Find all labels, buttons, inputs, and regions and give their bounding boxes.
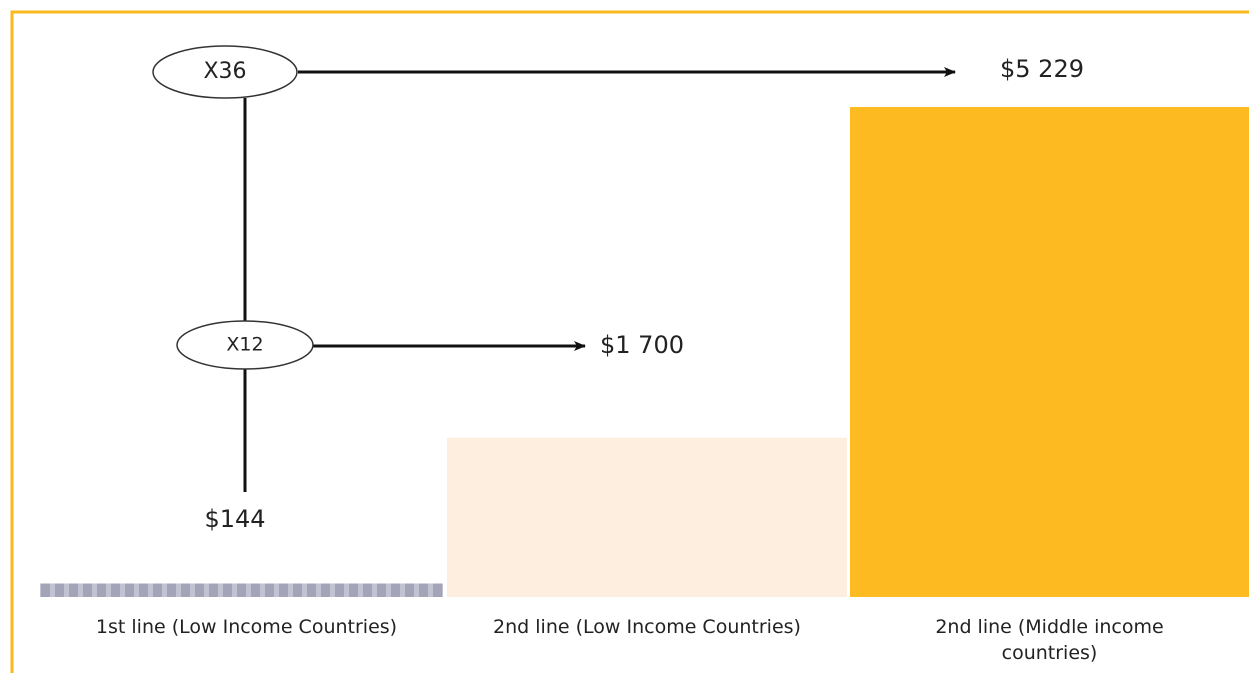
bar xyxy=(850,107,1249,597)
multiplier-ellipse xyxy=(152,45,298,99)
category-label: 2nd line (Middle income countries) xyxy=(935,616,1164,664)
multiplier-ellipse xyxy=(176,320,314,370)
value-label: $144 xyxy=(204,505,265,533)
multiplier-label: X12 xyxy=(226,334,263,356)
category-label: 1st line (Low Income Countries) xyxy=(95,616,398,638)
bar xyxy=(447,437,847,597)
category-label: 2nd line (Low Income Countries) xyxy=(493,616,801,638)
value-label: $5 229 xyxy=(1000,55,1084,83)
value-label: $1 700 xyxy=(600,331,684,359)
frame xyxy=(10,10,1249,673)
multiplier-label: X36 xyxy=(203,59,246,84)
bar xyxy=(40,583,443,597)
